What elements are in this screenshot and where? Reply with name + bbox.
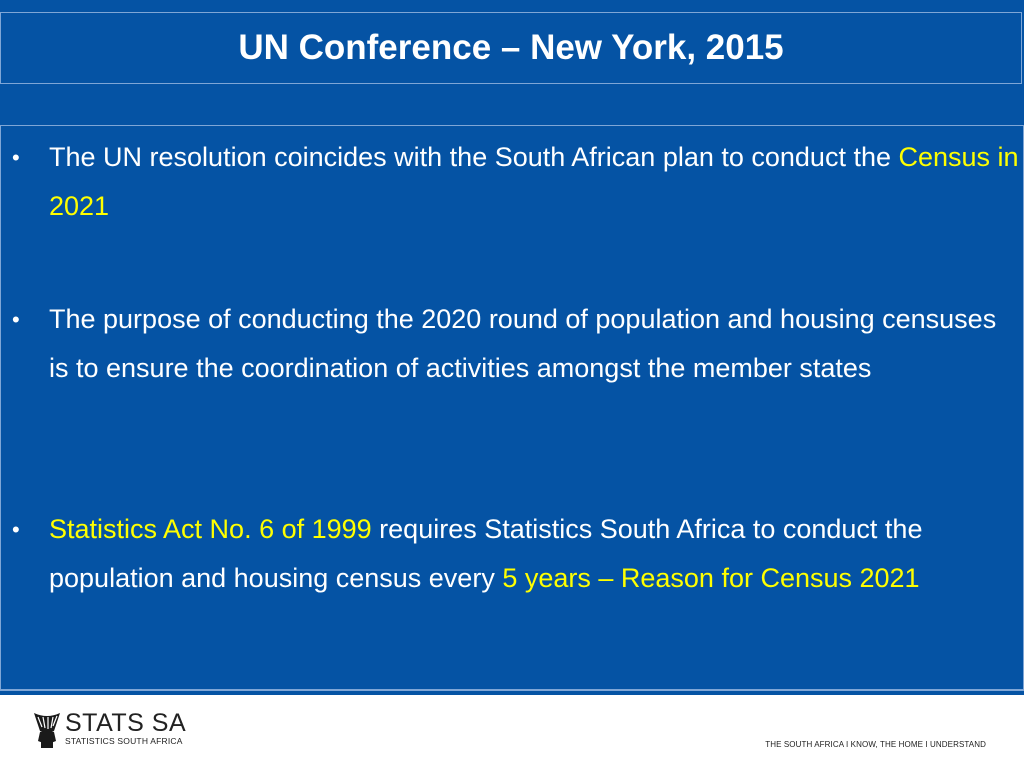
slide-background (0, 0, 1024, 695)
bullet-text: The purpose of conducting the 2020 round… (49, 304, 997, 383)
bullet-dot: • (12, 517, 20, 542)
footer: STATS SA STATISTICS SOUTH AFRICA THE SOU… (0, 695, 1024, 768)
stats-sa-logo: STATS SA STATISTICS SOUTH AFRICA (32, 711, 186, 749)
bullet-dot: • (12, 307, 20, 332)
bullet-highlight: Census in 2021 (49, 142, 1019, 221)
logo-name: STATS SA (65, 709, 187, 737)
bullet-highlight: 5 years – Reason for Census 2021 (502, 563, 920, 593)
basket-logo-icon (34, 713, 60, 748)
bullet-dot: • (12, 145, 20, 170)
bullet-text: Statistics Act No. 6 of 1999 requires St… (49, 505, 1019, 603)
title-box: UN Conference – New York, 2015 (0, 12, 1022, 84)
footer-tagline: THE SOUTH AFRICA I KNOW, THE HOME I UNDE… (765, 740, 986, 749)
bullet-text: The UN resolution coincides with the Sou… (49, 133, 1019, 231)
bullet-highlight: Statistics Act No. 6 of 1999 (49, 514, 372, 544)
bullet-text-part: requires Statistics South Africa to cond… (49, 514, 923, 593)
bullet-text-part: The UN resolution coincides with the Sou… (49, 142, 899, 172)
slide-title: UN Conference – New York, 2015 (238, 28, 784, 67)
logo-subtitle: STATISTICS SOUTH AFRICA (65, 736, 183, 746)
